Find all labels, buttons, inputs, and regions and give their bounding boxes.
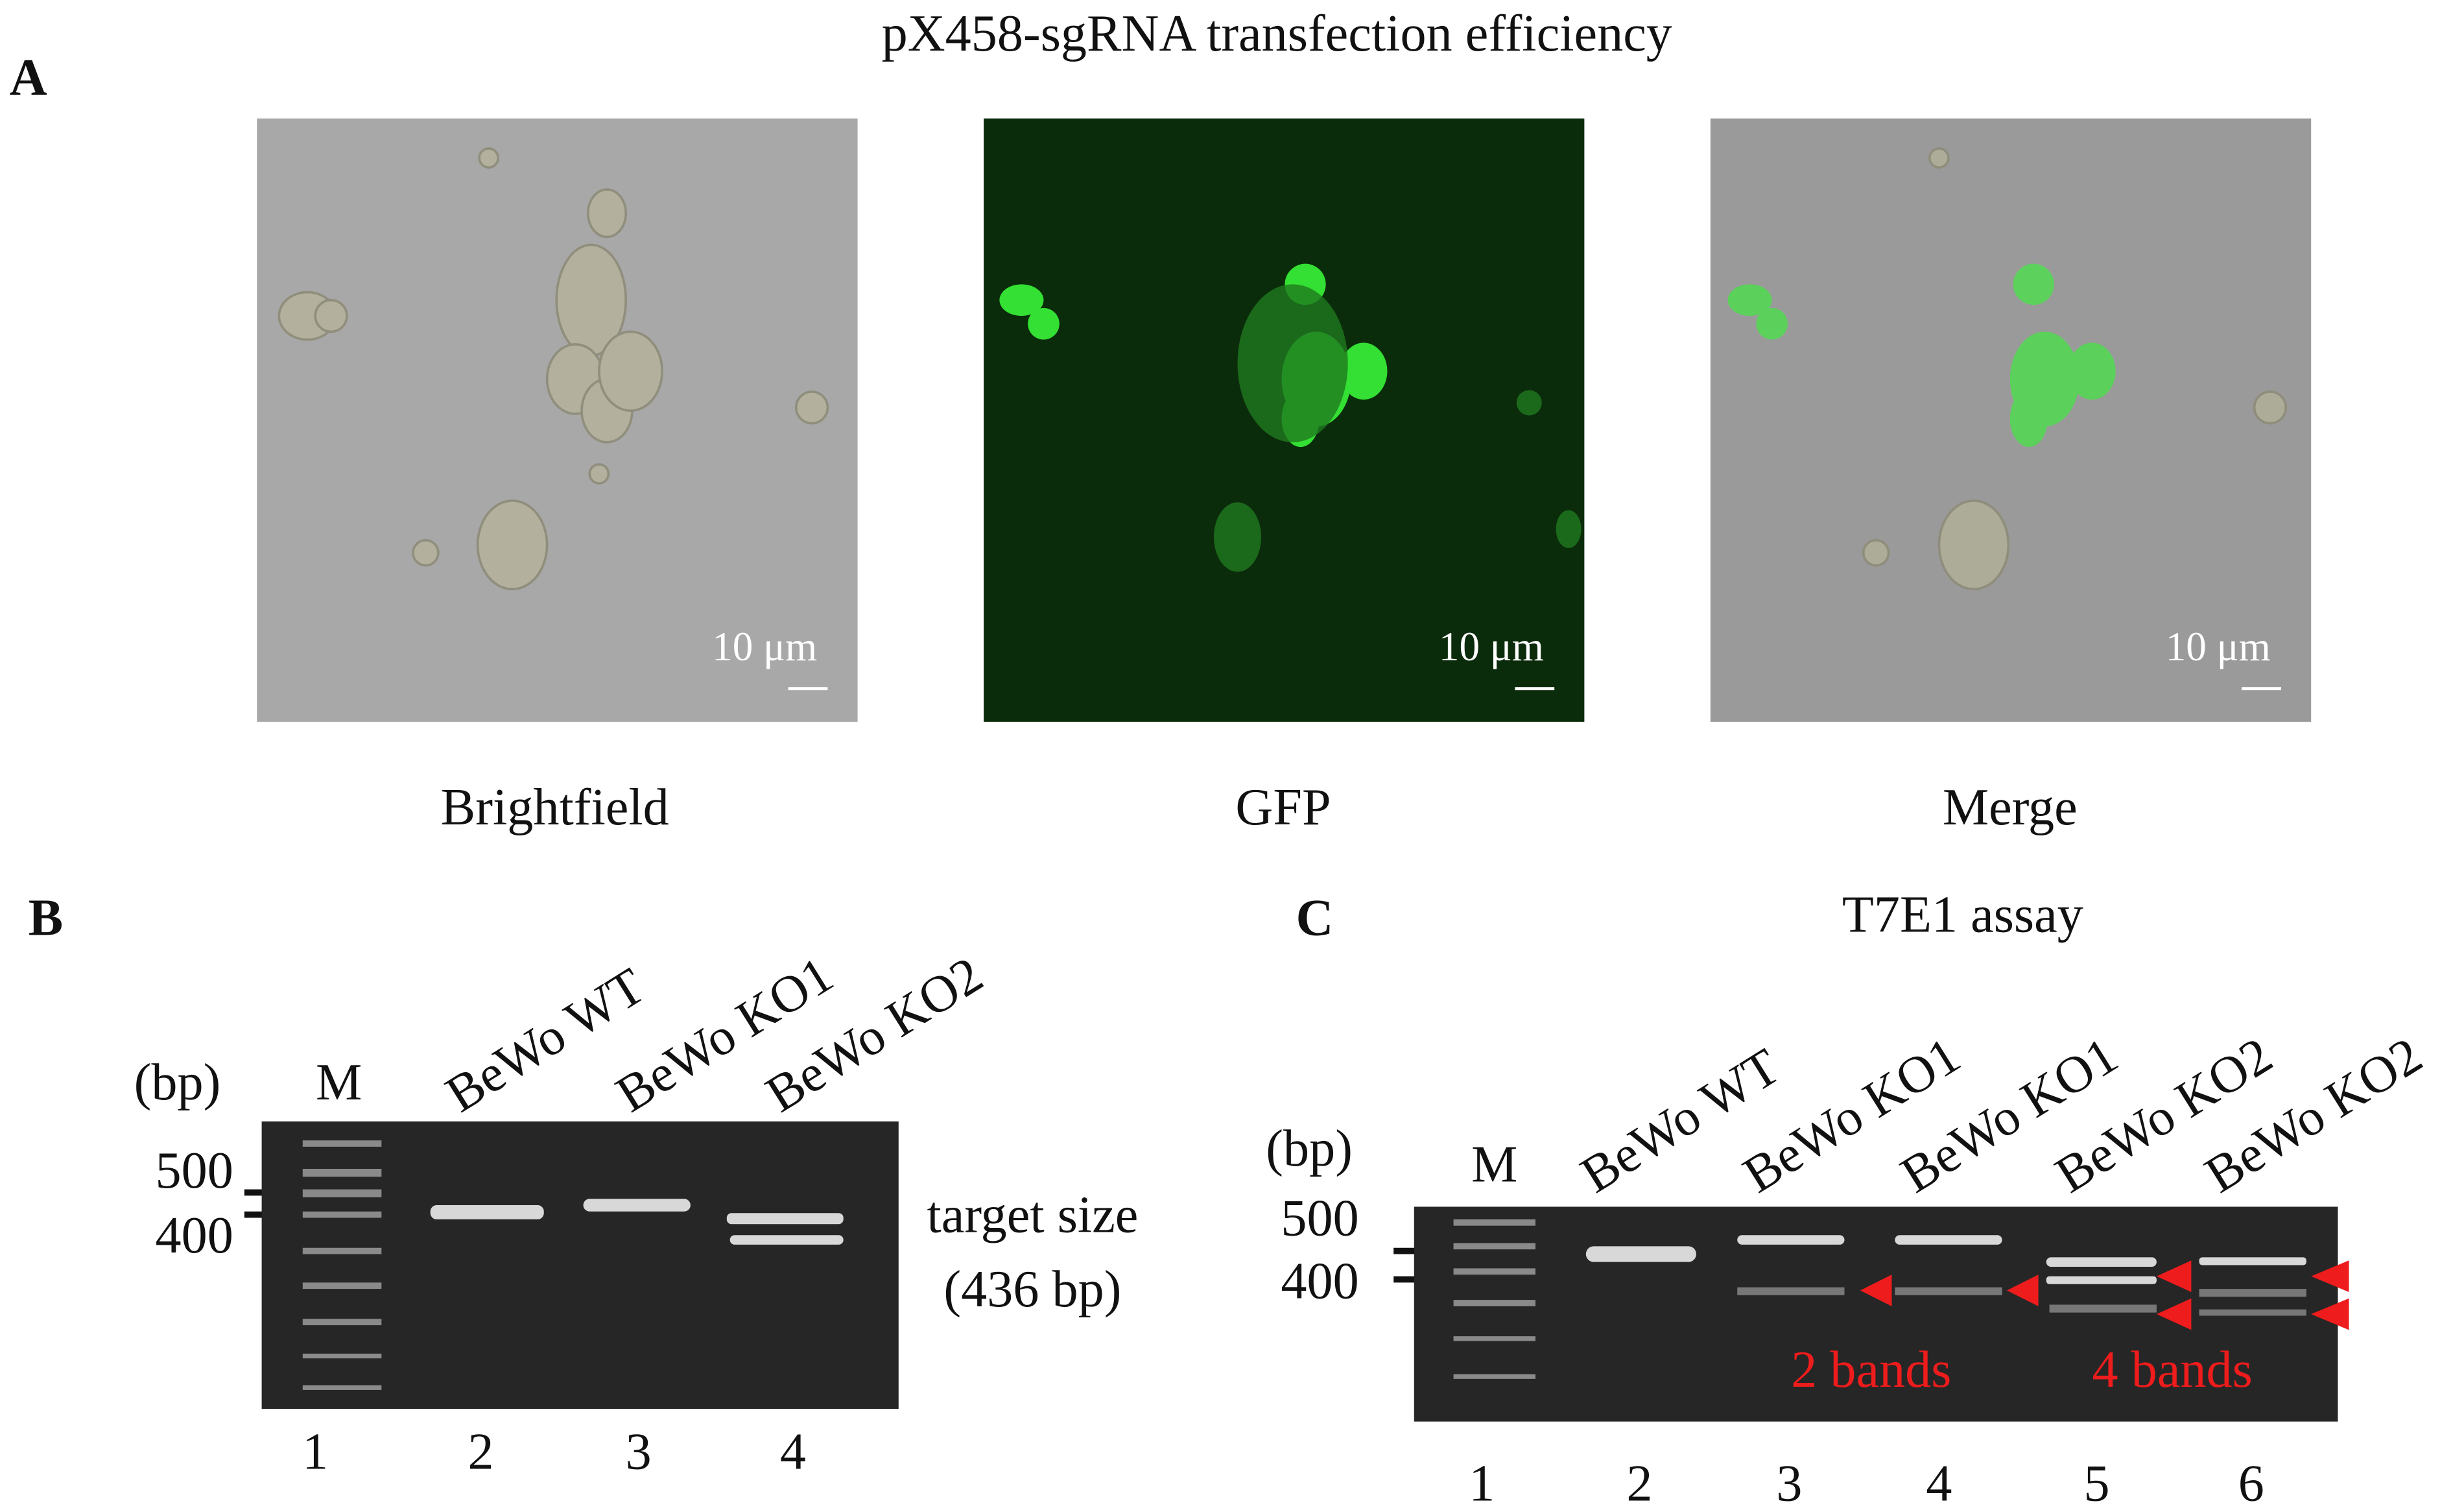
annotation: 4 bands <box>2092 1341 2253 1398</box>
lane-number: 3 <box>626 1423 652 1481</box>
annotation: 2 bands <box>1791 1341 1951 1398</box>
lane-number: 2 <box>468 1423 493 1481</box>
unit-label: (bp) <box>1266 1120 1353 1177</box>
panel-a-title: pX458-sgRNA transfection efficiency <box>882 5 1672 62</box>
image-label: Merge <box>1943 778 2078 836</box>
panel-b-letter: B <box>29 889 64 947</box>
size-label: 400 <box>155 1206 233 1264</box>
panel-c-letter: C <box>1296 889 1333 947</box>
scale-bar-label: 10 μm <box>1439 624 1544 669</box>
size-label: 500 <box>155 1142 233 1199</box>
merge-image <box>1710 118 2312 722</box>
gel-b <box>261 1121 899 1409</box>
size-label: 500 <box>1281 1189 1358 1247</box>
brightfield-image <box>257 118 858 722</box>
annotation: (436 bp) <box>943 1260 1121 1318</box>
size-label: 400 <box>1281 1252 1358 1310</box>
gfp-image <box>984 118 1585 722</box>
lane-number: 3 <box>1776 1454 1802 1510</box>
unit-label: (bp) <box>134 1053 221 1111</box>
size-ticks <box>244 1189 265 1218</box>
lane-number: 5 <box>2083 1454 2109 1510</box>
marker-lane-label: M <box>1471 1135 1517 1193</box>
annotation: target size <box>927 1186 1138 1243</box>
panel-c-title: T7E1 assay <box>1842 886 2083 944</box>
image-label: Brightfield <box>441 778 669 836</box>
lane-number: 6 <box>2238 1454 2264 1510</box>
marker-lane-label: M <box>316 1053 362 1111</box>
scale-bar-label: 10 μm <box>2166 624 2271 669</box>
image-label: GFP <box>1235 778 1331 836</box>
lane-number: 4 <box>1926 1454 1952 1510</box>
size-ticks <box>1393 1247 1416 1283</box>
lane-number: 1 <box>302 1423 328 1481</box>
panel-a-letter: A <box>10 49 47 106</box>
band-arrows <box>1860 1260 2349 1330</box>
lane-number: 4 <box>780 1423 806 1481</box>
scale-bar-label: 10 μm <box>712 624 817 669</box>
lane-number: 2 <box>1626 1454 1652 1510</box>
lane-number: 1 <box>1469 1454 1495 1510</box>
